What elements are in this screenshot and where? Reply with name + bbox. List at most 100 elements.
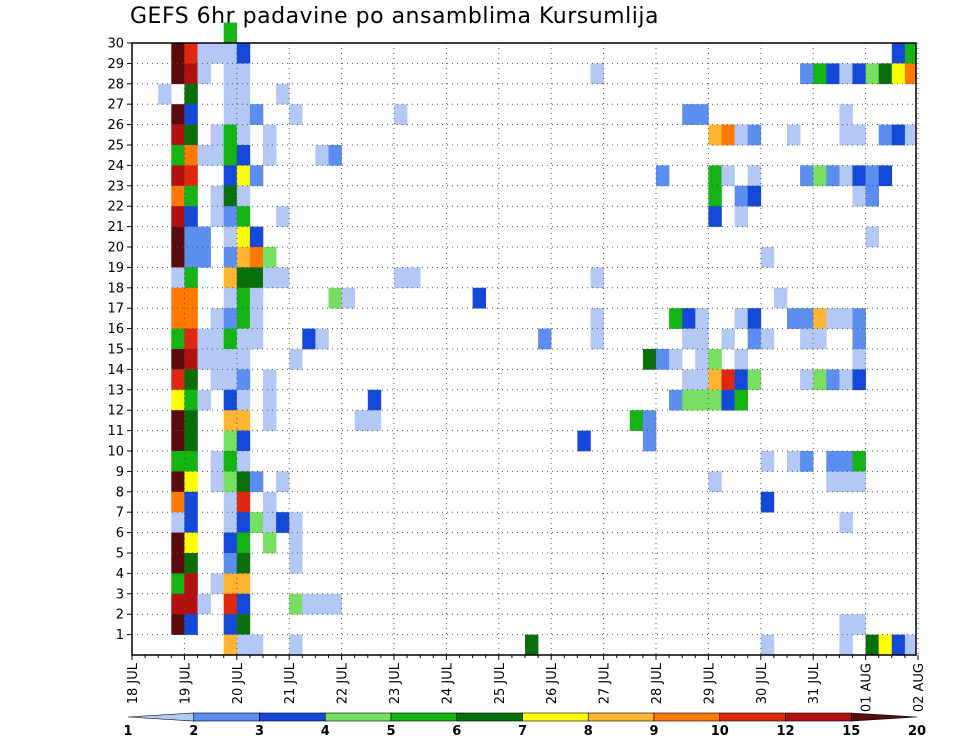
x-tick-label: 21 JUL [283,662,298,704]
heatmap-cell [236,287,251,309]
y-tick-label: 14 [107,363,124,378]
heatmap-cell [276,83,290,105]
heatmap-cell [236,471,251,493]
colorbar-label: 12 [776,724,794,739]
heatmap-cell [184,349,198,370]
heatmap-cell [839,471,853,493]
heatmap-cell [472,287,486,309]
heatmap-cell [184,165,198,187]
heatmap-cell [682,389,696,411]
colorbar-swatch [127,712,195,722]
heatmap-cell [171,553,185,574]
heatmap-cell [171,614,185,635]
heatmap-cell [682,369,696,391]
heatmap-cell [184,104,198,125]
heatmap-cell [223,124,238,146]
heatmap-cell [721,124,735,146]
heatmap-cell [760,247,775,268]
heatmap-cell [197,247,211,268]
x-tick-label: 30 JUL [755,662,770,704]
heatmap-cell [695,104,709,125]
heatmap-cell [197,63,211,85]
y-tick-label: 8 [116,485,124,500]
heatmap-cell [210,185,224,207]
heatmap-cell [236,63,251,85]
heatmap-cell [197,389,211,411]
heatmap-cell [747,328,762,350]
heatmap-cell [184,83,198,105]
heatmap-cell [787,124,801,146]
heatmap-cell [249,471,264,493]
heatmap-cell [171,471,185,493]
heatmap-cell [171,145,185,166]
heatmap-cell [171,451,185,472]
heatmap-cell [171,185,185,207]
y-tick-label: 4 [116,567,124,582]
heatmap-cell [590,63,604,85]
colorbar-label: 10 [711,724,729,739]
heatmap-cell [171,430,185,452]
heatmap-cell [263,389,277,411]
heatmap-cell [394,267,408,289]
heatmap-cell [223,410,238,431]
heatmap-cell [184,328,198,350]
colorbar-label: 20 [908,724,926,739]
heatmap-cell [171,43,185,64]
heatmap-cell [223,491,238,513]
heatmap-cell [734,308,748,329]
heatmap-cell [734,349,748,370]
heatmap-cell [747,369,762,391]
heatmap-cell [223,389,238,411]
heatmap-cell [276,471,290,493]
heatmap-cell [708,206,722,227]
heatmap-cell [249,165,264,187]
heatmap-cell [328,593,342,615]
heatmap-cell [328,287,342,309]
heatmap-cell [184,430,198,452]
heatmap-cell [367,410,382,431]
y-tick-label: 9 [116,465,124,480]
colorbar-label: 8 [584,724,593,739]
heatmap-cell [695,349,709,370]
heatmap-cell [839,165,853,187]
heatmap-cell [656,165,670,187]
heatmap-cell [184,389,198,411]
y-tick-label: 11 [107,424,124,439]
heatmap-cell [236,267,251,289]
heatmap-cell [839,634,853,656]
heatmap-cell [878,165,893,187]
x-tick-label: 24 JUL [440,662,455,704]
colorbar-label: 4 [321,724,330,739]
y-tick-label: 5 [116,547,124,562]
heatmap-cell [171,226,185,248]
heatmap-cell [734,369,748,391]
y-tick-label: 17 [107,302,124,317]
heatmap-cell [236,104,251,125]
heatmap-cell [223,206,238,227]
heatmap-cell [538,328,552,350]
heatmap-cell [263,410,277,431]
heatmap-cell [695,308,709,329]
heatmap-cell [721,165,735,187]
heatmap-cell [800,451,814,472]
y-tick-label: 10 [107,445,124,460]
heatmap-cell [223,430,238,452]
heatmap-cell [826,451,840,472]
heatmap-cell [669,349,683,370]
heatmap-cell [263,247,277,268]
heatmap-cell [839,124,853,146]
heatmap-cell [184,185,198,207]
heatmap-cell [223,267,238,289]
heatmap-cell [158,83,172,105]
heatmap-cell [223,553,238,574]
heatmap-cell [656,349,670,370]
heatmap-cell [223,43,238,64]
heatmap-cell [315,328,329,350]
heatmap-cell [839,63,853,85]
heatmap-cell [184,308,198,329]
heatmap-cell [197,328,211,350]
heatmap-cell [223,328,238,350]
heatmap-cell [171,267,185,289]
heatmap-cell [210,43,224,64]
heatmap-cell [590,328,604,350]
